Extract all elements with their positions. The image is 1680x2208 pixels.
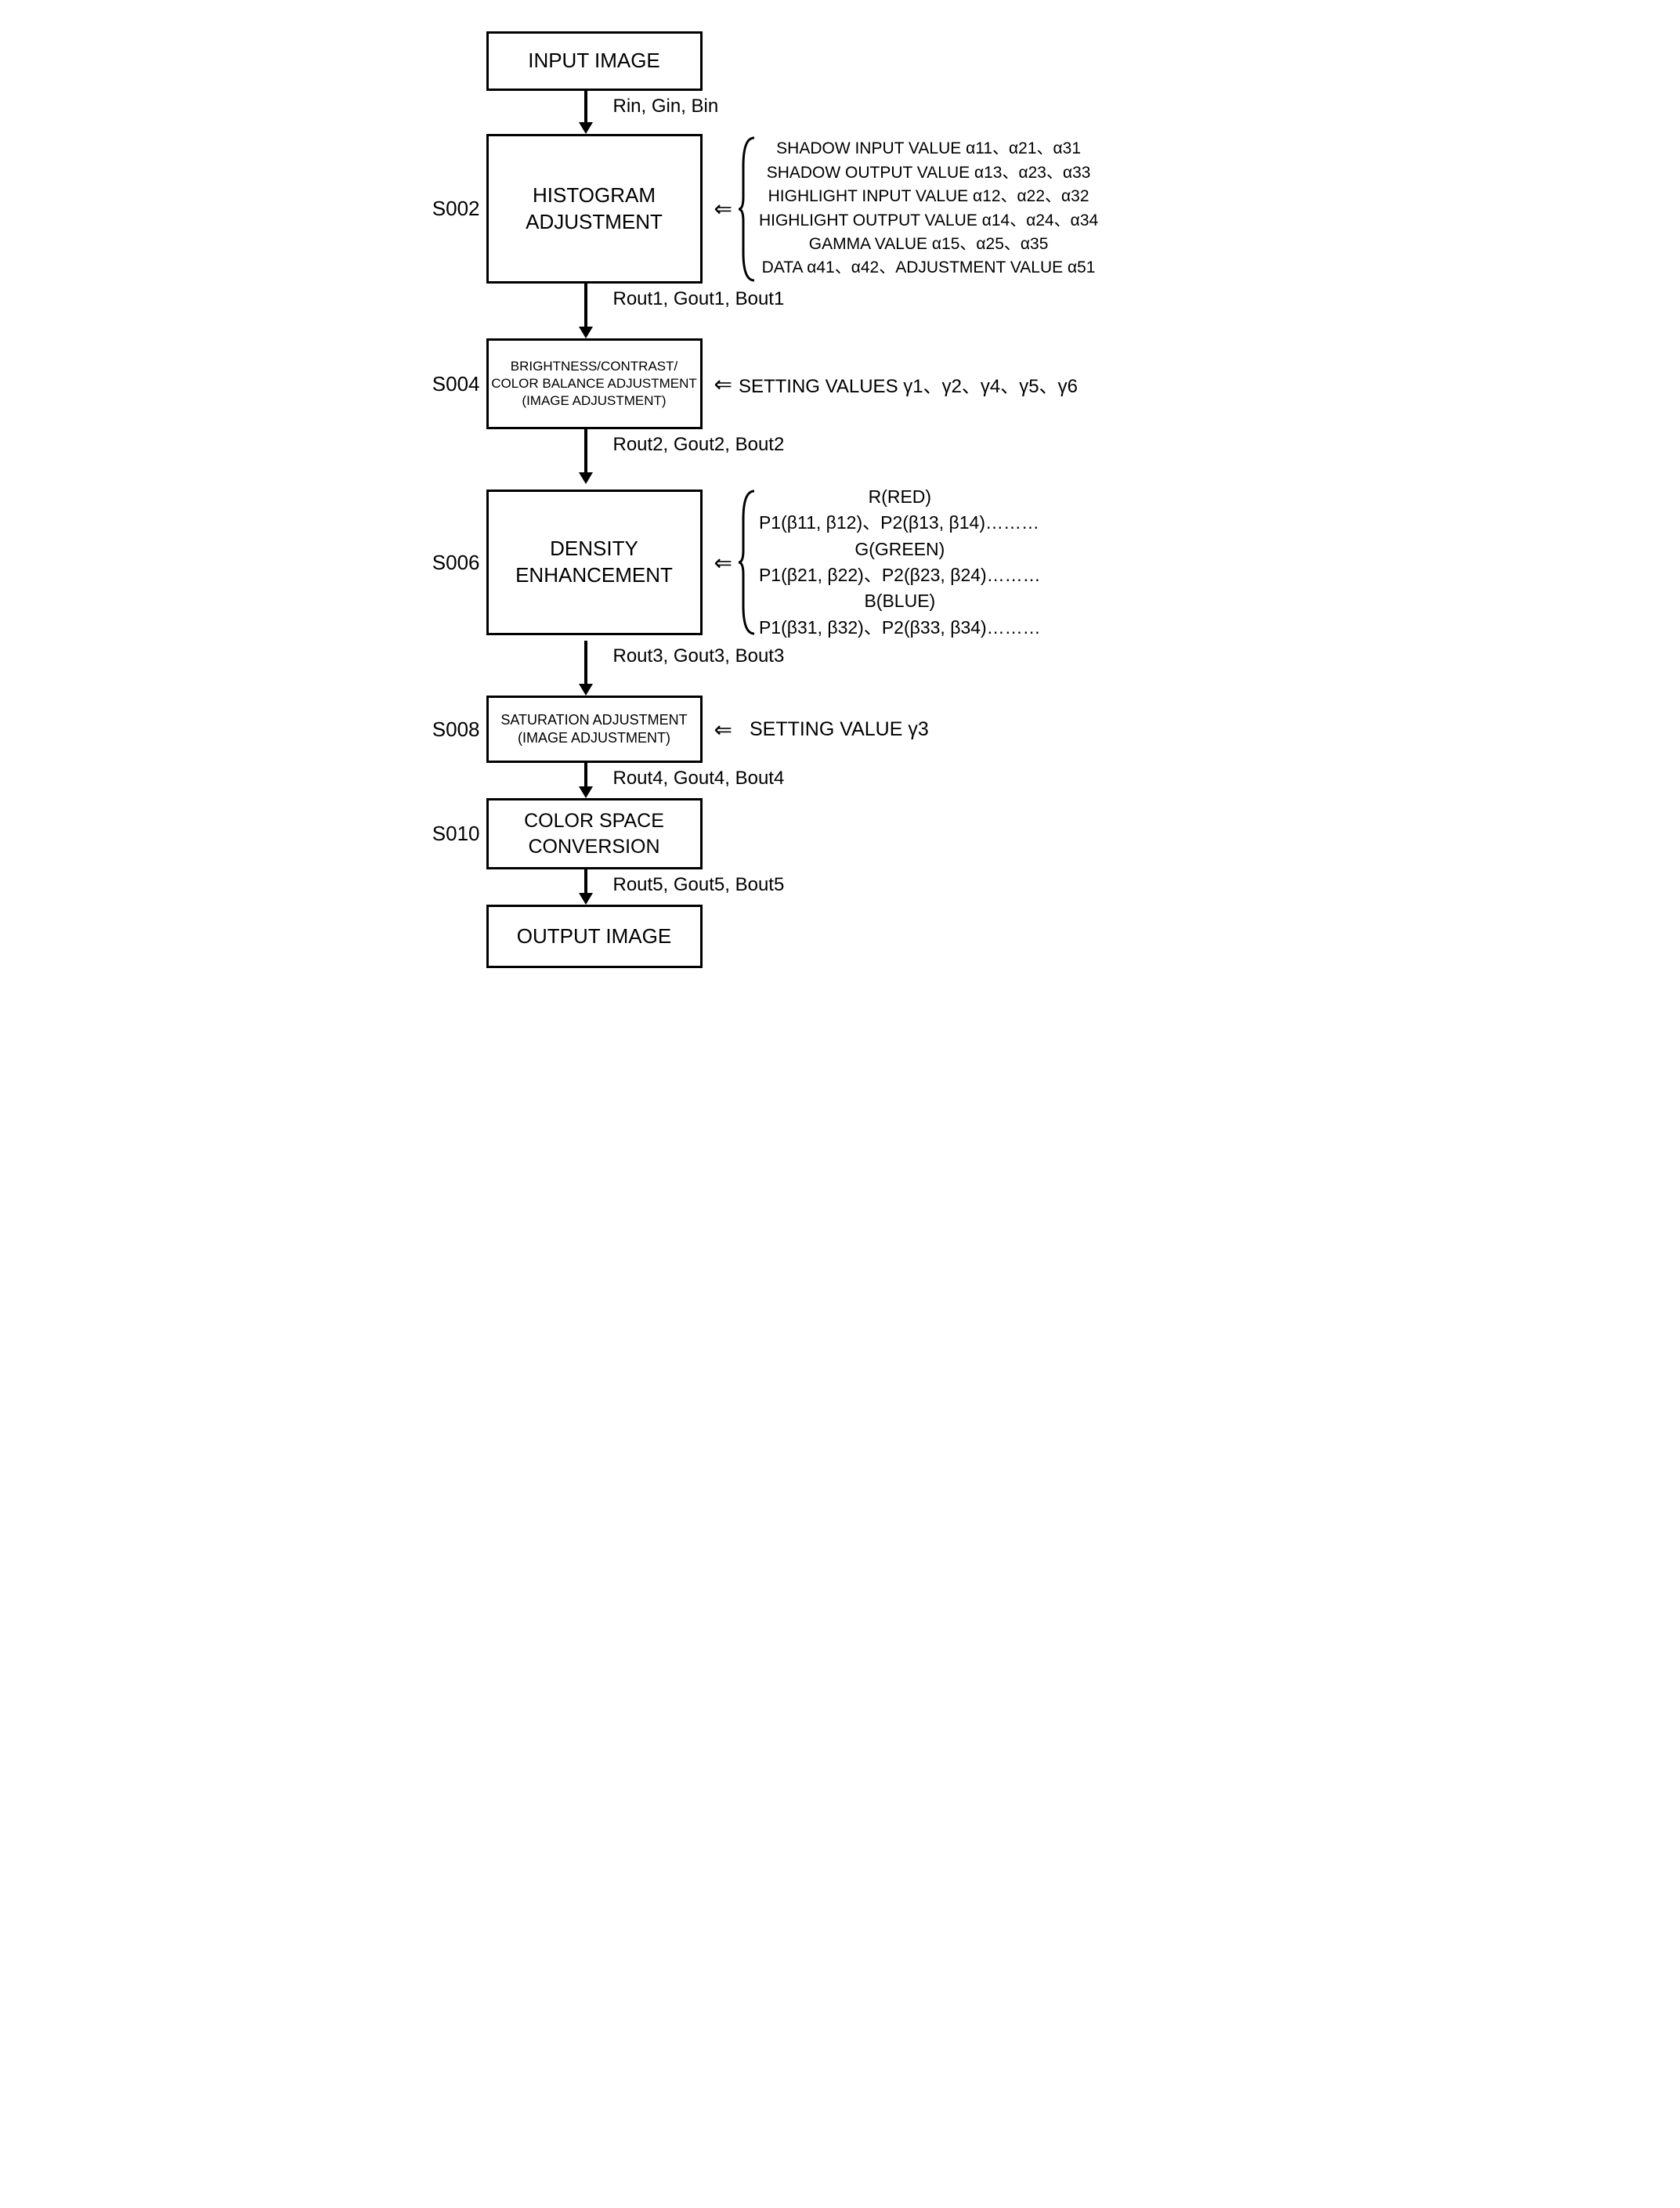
- edge-5: Rout4, Gout4, Bout4: [480, 763, 1271, 798]
- box-s006-l1: DENSITY: [550, 536, 638, 562]
- s002-p3: HIGHLIGHT OUTPUT VALUE α14、α24、α34: [759, 209, 1098, 233]
- s002-p1: SHADOW OUTPUT VALUE α13、α23、α33: [759, 161, 1098, 185]
- box-s006-l2: ENHANCEMENT: [515, 562, 673, 589]
- edge-1: Rin, Gin, Bin: [480, 91, 1271, 134]
- step-label-s006: S006: [410, 551, 486, 575]
- s006-p4: B(BLUE): [759, 588, 1041, 614]
- s002-p0: SHADOW INPUT VALUE α11、α21、α31: [759, 137, 1098, 161]
- s004-params: SETTING VALUES γ1、γ2、γ4、γ5、γ6: [739, 370, 1078, 398]
- arrow-down-icon: [574, 429, 598, 484]
- side-s004: ⇐ SETTING VALUES γ1、γ2、γ4、γ5、γ6: [714, 370, 1078, 398]
- s006-p5: P1(β31, β32)、P2(β33, β34)………: [759, 615, 1041, 641]
- box-input-text: INPUT IMAGE: [528, 48, 660, 74]
- brace-icon: [739, 488, 756, 637]
- s006-p1: P1(β11, β12)、P2(β13, β14)………: [759, 510, 1041, 536]
- s002-p2: HIGHLIGHT INPUT VALUE α12、α22、α32: [759, 185, 1098, 208]
- arrow-down-icon: [574, 91, 598, 134]
- step-label-s002: S002: [410, 197, 486, 221]
- s006-p0: R(RED): [759, 484, 1041, 510]
- edge-4: Rout3, Gout3, Bout3: [480, 641, 1271, 696]
- box-output-text: OUTPUT IMAGE: [517, 923, 671, 950]
- side-s006: ⇐ R(RED) P1(β11, β12)、P2(β13, β14)……… G(…: [714, 484, 1041, 641]
- arrow-down-icon: [574, 869, 598, 905]
- flowchart: INPUT IMAGE Rin, Gin, Bin S002 HISTOGRAM…: [410, 31, 1271, 968]
- row-output: OUTPUT IMAGE: [410, 905, 1271, 968]
- arrow-left-icon: ⇐: [714, 196, 732, 222]
- row-s006: S006 DENSITY ENHANCEMENT ⇐ R(RED) P1(β11…: [410, 484, 1271, 641]
- step-label-s004: S004: [410, 372, 486, 396]
- row-input: INPUT IMAGE: [410, 31, 1271, 91]
- box-s008-l1: SATURATION ADJUSTMENT: [500, 711, 687, 729]
- s002-p4: GAMMA VALUE α15、α25、α35: [759, 233, 1098, 256]
- box-s004-l2: COLOR BALANCE ADJUSTMENT: [491, 375, 697, 392]
- arrow-left-icon: ⇐: [714, 371, 732, 397]
- side-s002: ⇐ SHADOW INPUT VALUE α11、α21、α31 SHADOW …: [714, 135, 1099, 284]
- arrow-left-icon: ⇐: [714, 550, 732, 576]
- box-s006: DENSITY ENHANCEMENT: [486, 490, 703, 635]
- arrow-down-icon: [574, 763, 598, 798]
- s008-params: SETTING VALUE γ3: [750, 718, 929, 741]
- edge-6: Rout5, Gout5, Bout5: [480, 869, 1271, 905]
- step-label-s008: S008: [410, 717, 486, 742]
- brace-icon: [739, 135, 756, 284]
- box-s002: HISTOGRAM ADJUSTMENT: [486, 134, 703, 284]
- box-s010-l2: CONVERSION: [528, 834, 659, 860]
- arrow-down-icon: [574, 284, 598, 338]
- s006-params: R(RED) P1(β11, β12)、P2(β13, β14)……… G(GR…: [759, 484, 1041, 641]
- box-s004-l3: (IMAGE ADJUSTMENT): [522, 392, 666, 410]
- s006-p3: P1(β21, β22)、P2(β23, β24)………: [759, 562, 1041, 588]
- box-s010: COLOR SPACE CONVERSION: [486, 798, 703, 869]
- row-s008: S008 SATURATION ADJUSTMENT (IMAGE ADJUST…: [410, 696, 1271, 763]
- box-s004-l1: BRIGHTNESS/CONTRAST/: [511, 358, 677, 375]
- box-s004: BRIGHTNESS/CONTRAST/ COLOR BALANCE ADJUS…: [486, 338, 703, 429]
- box-input: INPUT IMAGE: [486, 31, 703, 91]
- box-s010-l1: COLOR SPACE: [524, 808, 664, 834]
- step-label-s010: S010: [410, 822, 486, 846]
- box-output: OUTPUT IMAGE: [486, 905, 703, 968]
- side-s008: ⇐ SETTING VALUE γ3: [714, 717, 929, 743]
- s002-p5: DATA α41、α42、ADJUSTMENT VALUE α51: [759, 256, 1098, 280]
- box-s008-l2: (IMAGE ADJUSTMENT): [518, 729, 670, 747]
- s006-p2: G(GREEN): [759, 537, 1041, 562]
- box-s008: SATURATION ADJUSTMENT (IMAGE ADJUSTMENT): [486, 696, 703, 763]
- edge-3: Rout2, Gout2, Bout2: [480, 429, 1271, 484]
- row-s002: S002 HISTOGRAM ADJUSTMENT ⇐ SHADOW INPUT…: [410, 134, 1271, 284]
- box-s002-l1: HISTOGRAM: [533, 182, 656, 209]
- edge-2: Rout1, Gout1, Bout1: [480, 284, 1271, 338]
- row-s010: S010 COLOR SPACE CONVERSION: [410, 798, 1271, 869]
- arrow-left-icon: ⇐: [714, 717, 732, 743]
- arrow-down-icon: [574, 641, 598, 696]
- s002-params: SHADOW INPUT VALUE α11、α21、α31 SHADOW OU…: [759, 137, 1098, 280]
- box-s002-l2: ADJUSTMENT: [526, 209, 663, 236]
- row-s004: S004 BRIGHTNESS/CONTRAST/ COLOR BALANCE …: [410, 338, 1271, 429]
